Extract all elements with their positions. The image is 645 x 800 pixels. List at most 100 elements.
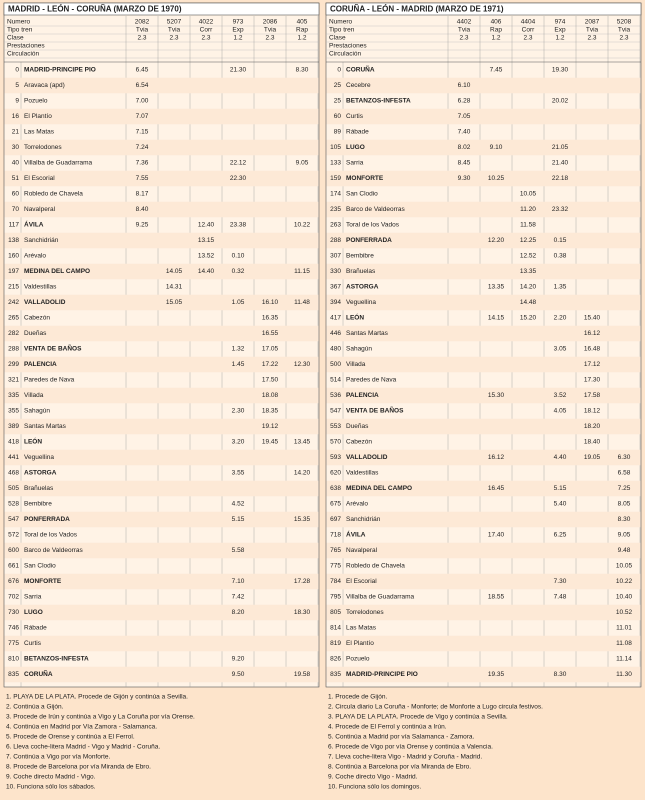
station: LEÓN <box>24 437 42 446</box>
time: 8.20 <box>232 609 245 616</box>
km: 814 <box>330 625 341 632</box>
station: MEDINA DEL CAMPO <box>346 485 412 492</box>
km: 418 <box>8 439 19 446</box>
row-band <box>4 108 319 125</box>
station: Sarria <box>346 160 364 167</box>
km: 500 <box>330 361 341 368</box>
time: 11.01 <box>616 625 632 632</box>
time: 8.02 <box>458 144 471 151</box>
time: 18.08 <box>262 392 279 399</box>
header-label: Circulación <box>7 51 40 58</box>
time: 11.30 <box>616 671 632 678</box>
train-cell: 2.3 <box>459 35 468 42</box>
footnote: 2. Continúa a Gijón. <box>6 704 64 711</box>
km: 16 <box>12 113 20 120</box>
km: 355 <box>8 408 19 415</box>
station: VENTA DE BAÑOS <box>24 344 82 353</box>
time: 10.52 <box>616 609 633 616</box>
footnote: 8. Procede de Barcelona por vía Miranda … <box>6 764 151 771</box>
train-cell: 2.3 <box>587 35 596 42</box>
station: Cecebre <box>346 82 371 89</box>
km: 593 <box>330 454 341 461</box>
station: Villada <box>346 361 366 368</box>
row-band <box>4 573 319 590</box>
time: 21.40 <box>552 160 569 167</box>
time: 18.40 <box>584 439 601 446</box>
train-cell: Tvia <box>586 27 599 34</box>
time: 7.48 <box>554 594 567 601</box>
train-cell: Rap <box>296 27 308 34</box>
station: ASTORGA <box>346 284 379 291</box>
time: 18.30 <box>294 609 311 616</box>
time: 17.12 <box>584 361 601 368</box>
time: 6.45 <box>136 67 149 74</box>
station: Torrelodones <box>346 609 384 616</box>
row-band <box>4 356 319 373</box>
station: BETANZOS-INFESTA <box>346 98 411 105</box>
time: 13.45 <box>294 439 311 446</box>
km: 480 <box>330 346 341 353</box>
station: Rábade <box>24 625 47 632</box>
station: Sarria <box>24 594 42 601</box>
km: 765 <box>330 547 341 554</box>
row-band <box>326 170 641 187</box>
train-cell: Tvia <box>458 27 471 34</box>
time: 16.45 <box>488 485 505 492</box>
km: 730 <box>8 609 19 616</box>
km: 335 <box>8 392 19 399</box>
station: Veguellina <box>346 299 376 306</box>
km: 553 <box>330 423 341 430</box>
station: MADRID-PRINCIPE PIO <box>24 67 96 74</box>
time: 3.20 <box>232 439 245 446</box>
train-cell: 2.3 <box>619 35 628 42</box>
station: MEDINA DEL CAMPO <box>24 268 90 275</box>
station: MONFORTE <box>24 578 62 585</box>
time: 5.15 <box>554 485 567 492</box>
train-cell: 2087 <box>585 19 600 26</box>
footnote: 1. Procede de Gijón. <box>328 694 387 701</box>
time: 6.58 <box>618 470 631 477</box>
train-cell: 1.2 <box>297 35 306 42</box>
km: 288 <box>330 237 341 244</box>
time: 17.22 <box>262 361 279 368</box>
station: Las Matas <box>346 625 377 632</box>
time: 21.30 <box>230 67 247 74</box>
km: 160 <box>8 253 19 260</box>
station: Villalba de Guadarrama <box>24 160 93 167</box>
station: Santas Martas <box>346 330 389 337</box>
train-cell: Corr <box>200 27 213 34</box>
time: 9.50 <box>232 671 245 678</box>
time: 16.48 <box>584 346 601 353</box>
station: PALENCIA <box>346 392 379 399</box>
km: 25 <box>334 82 342 89</box>
km: 697 <box>330 516 341 523</box>
time: 8.30 <box>554 671 567 678</box>
km: 441 <box>8 454 19 461</box>
time: 17.40 <box>488 532 505 539</box>
station: Brañuelas <box>346 268 376 275</box>
train-cell: 4402 <box>457 19 472 26</box>
station: CORUÑA <box>24 669 53 678</box>
time: 5.58 <box>232 547 245 554</box>
row-band <box>326 449 641 466</box>
row-band <box>4 480 319 497</box>
row-band <box>326 418 641 435</box>
time: 0.32 <box>232 268 245 275</box>
km: 263 <box>330 222 341 229</box>
km: 367 <box>330 284 341 291</box>
row-band <box>4 170 319 187</box>
km: 547 <box>330 408 341 415</box>
station: Curtis <box>346 113 364 120</box>
row-band <box>4 294 319 311</box>
km: 60 <box>12 191 20 198</box>
station: Sanchidrián <box>24 237 59 244</box>
km: 805 <box>330 609 341 616</box>
row-band <box>326 263 641 280</box>
time: 15.20 <box>520 315 537 322</box>
time: 15.40 <box>584 315 601 322</box>
km: 282 <box>8 330 19 337</box>
km: 330 <box>330 268 341 275</box>
header-label: Numero <box>329 19 353 26</box>
station: San Clodio <box>346 191 378 198</box>
